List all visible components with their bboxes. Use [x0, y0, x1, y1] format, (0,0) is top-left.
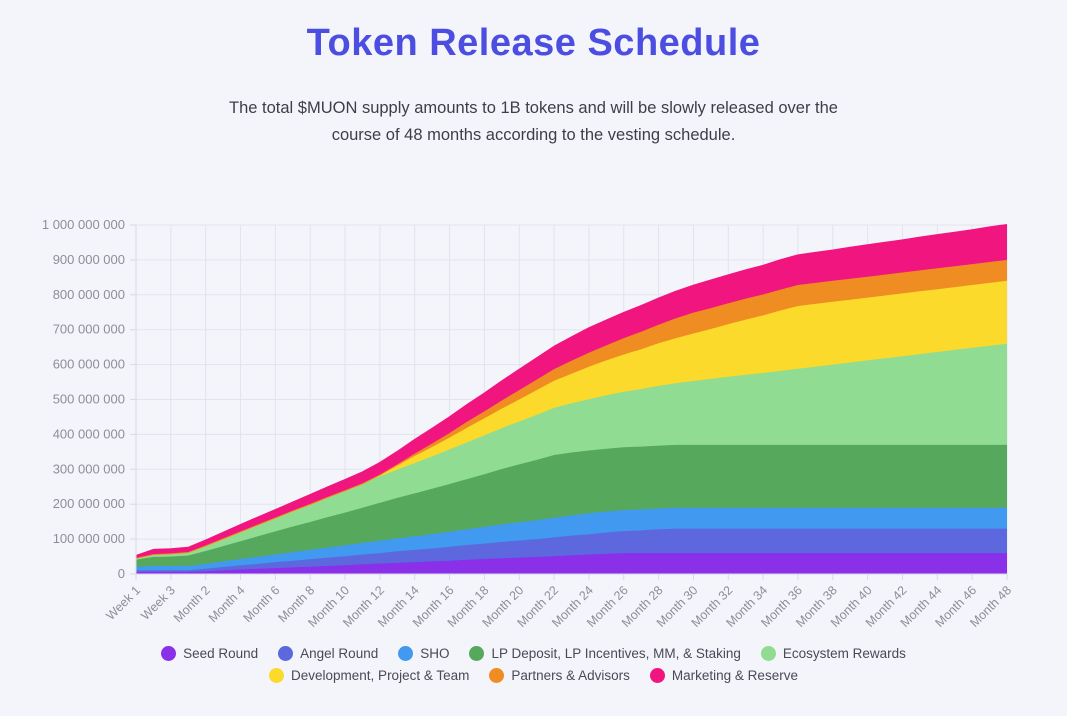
- x-tick-label: Month 6: [241, 583, 283, 625]
- area-seed-round: [136, 553, 1007, 574]
- legend-item-lp-deposit-lp-incentives-mm-staking[interactable]: LP Deposit, LP Incentives, MM, & Staking: [469, 646, 741, 661]
- legend-item-development-project-team[interactable]: Development, Project & Team: [269, 668, 469, 683]
- y-tick-label: 1 000 000 000: [42, 217, 125, 232]
- x-tick-label: Week 1: [103, 583, 143, 623]
- legend-item-angel-round[interactable]: Angel Round: [278, 646, 378, 661]
- legend-label: LP Deposit, LP Incentives, MM, & Staking: [491, 646, 741, 661]
- y-tick-label: 700 000 000: [53, 322, 125, 337]
- legend-dot-icon: [489, 668, 505, 683]
- legend-label: Development, Project & Team: [291, 668, 470, 683]
- y-tick-label: 200 000 000: [53, 496, 125, 511]
- legend-label: Angel Round: [300, 646, 379, 661]
- y-axis: 0 100 000 000 200 000 000 300 000 000 400 00…: [42, 217, 137, 581]
- legend-label: SHO: [420, 646, 450, 661]
- legend-dot-icon: [269, 668, 285, 683]
- x-tick-label: Month 2: [171, 583, 213, 625]
- y-tick-label: 600 000 000: [53, 357, 125, 372]
- y-tick-label: 0: [118, 566, 125, 581]
- legend-item-partners-advisors[interactable]: Partners & Advisors: [489, 668, 630, 683]
- x-tick-label: Month 4: [206, 583, 248, 625]
- chart-legend: Seed Round Angel Round SHO LP Deposit, LP I…: [0, 646, 1067, 683]
- legend-row: Development, Project & Team Partners & Ad…: [269, 668, 798, 683]
- y-tick-label: 100 000 000: [53, 531, 125, 546]
- legend-label: Seed Round: [183, 646, 259, 661]
- y-tick-label: 900 000 000: [53, 252, 125, 267]
- area-development-project-team: [136, 280, 1007, 558]
- token-release-chart[interactable]: 0 100 000 000 200 000 000 300 000 000 400 00…: [0, 195, 1067, 645]
- page-title: Token Release Schedule: [306, 22, 761, 64]
- line-marketing-reserve: [135, 224, 1008, 557]
- legend-dot-icon: [649, 668, 665, 683]
- area-ecosystem-rewards: [136, 343, 1007, 560]
- legend-label: Marketing & Reserve: [671, 668, 798, 683]
- legend-label: Partners & Advisors: [511, 668, 630, 683]
- legend-label: Ecosystem Rewards: [782, 646, 906, 661]
- legend-item-marketing-reserve[interactable]: Marketing & Reserve: [649, 668, 798, 683]
- legend-dot-icon: [161, 646, 177, 661]
- legend-item-ecosystem-rewards[interactable]: Ecosystem Rewards: [760, 646, 906, 661]
- area-marketing-reserve: [136, 225, 1007, 558]
- legend-item-seed-round[interactable]: Seed Round: [161, 646, 258, 661]
- legend-dot-icon: [278, 646, 294, 661]
- chart-stacked-areas: [135, 224, 1008, 574]
- area-angel-round: [136, 528, 1007, 572]
- y-tick-label: 800 000 000: [53, 287, 125, 302]
- page-subtitle: The total $MUON supply amounts to 1B tok…: [229, 99, 838, 145]
- legend-dot-icon: [469, 646, 485, 661]
- area-sho: [136, 507, 1007, 571]
- legend-item-sho[interactable]: SHO: [398, 646, 449, 661]
- y-tick-label: 500 000 000: [53, 392, 125, 407]
- y-tick-label: 400 000 000: [53, 426, 125, 441]
- area-lp-deposit-lp-incentives-mm-staking: [136, 444, 1007, 567]
- legend-row: Seed Round Angel Round SHO LP Deposit, LP I…: [161, 646, 906, 661]
- area-partners-advisors: [136, 259, 1007, 558]
- legend-dot-icon: [398, 646, 414, 661]
- legend-dot-icon: [760, 646, 776, 661]
- y-tick-label: 300 000 000: [53, 461, 125, 476]
